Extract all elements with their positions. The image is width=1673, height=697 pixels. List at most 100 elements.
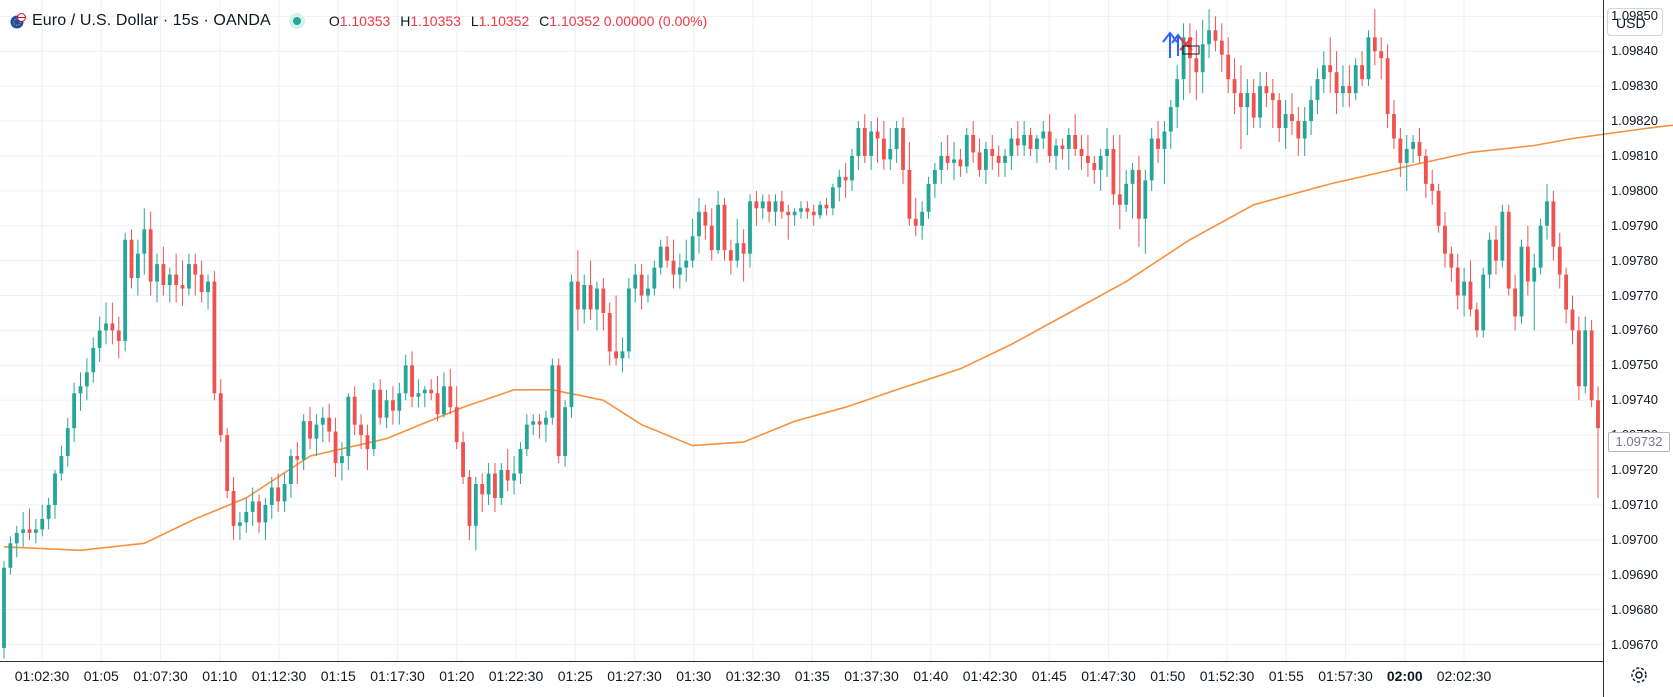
candle-body-down	[881, 138, 886, 160]
candle	[1245, 79, 1250, 135]
candle	[416, 379, 421, 408]
candle-body-up	[1462, 281, 1467, 296]
candle	[1181, 23, 1186, 101]
candle	[703, 204, 708, 240]
candle	[607, 302, 612, 366]
candle-body-up	[850, 155, 854, 181]
candle-body-down	[1570, 309, 1575, 331]
candle	[295, 442, 300, 484]
candle	[40, 504, 45, 537]
candle-body-up	[416, 393, 421, 397]
symbol-legend[interactable]: Euro / U.S. Dollar · 15s · OANDA O1.1035…	[10, 10, 707, 32]
price-tick-label: 1.09800	[1611, 182, 1658, 198]
gear-icon[interactable]	[1628, 664, 1650, 686]
candle	[422, 386, 427, 408]
candle-body-down	[1398, 138, 1403, 163]
candle-body-down	[454, 407, 459, 443]
candle-body-up	[1411, 141, 1416, 149]
candle	[990, 134, 995, 170]
candle	[480, 473, 485, 512]
candle-body-down	[1086, 155, 1090, 163]
candle-body-down	[537, 421, 542, 425]
candle	[850, 148, 854, 191]
candle	[1449, 246, 1454, 282]
candle	[167, 267, 172, 303]
candle	[569, 274, 574, 418]
candle	[748, 194, 752, 268]
candle-body-up	[1302, 121, 1307, 139]
candle-body-down	[588, 285, 593, 310]
candle-body-up	[1105, 148, 1109, 156]
candle-body-up	[282, 483, 287, 502]
candle	[314, 414, 319, 457]
candle-body-up	[442, 386, 446, 415]
candle	[155, 253, 159, 303]
candle-body-down	[614, 351, 619, 359]
candle-body-down	[1264, 86, 1269, 94]
order-box-icon[interactable]	[1182, 45, 1200, 55]
candle-body-up	[735, 243, 740, 261]
candle	[1111, 134, 1116, 205]
candle-body-down	[1513, 288, 1518, 317]
candle-body-up	[646, 288, 650, 296]
candle-body-down	[1557, 246, 1562, 275]
candle	[575, 250, 580, 331]
candle-body-up	[888, 148, 893, 160]
candle	[1047, 114, 1052, 163]
candle	[665, 236, 670, 268]
candle-body-up	[544, 417, 548, 425]
candle	[1551, 190, 1556, 261]
candle	[760, 194, 765, 219]
flag-eu-us-icon	[10, 13, 26, 29]
candle	[671, 239, 676, 289]
time-tick-label: 01:50	[1150, 668, 1186, 684]
candle-body-up	[59, 456, 64, 474]
trade-markers[interactable]	[1162, 31, 1200, 58]
candle	[429, 379, 434, 401]
candle-body-up	[760, 201, 765, 209]
candle-body-up	[320, 417, 325, 425]
candle	[697, 197, 701, 254]
candle	[1162, 121, 1167, 184]
candle	[505, 449, 510, 491]
candle-body-down	[174, 274, 179, 286]
candle	[186, 253, 191, 296]
candle	[231, 477, 236, 540]
candle-body-down	[1156, 138, 1160, 149]
cross-marker-icon[interactable]	[1179, 37, 1193, 51]
candle	[1321, 51, 1326, 94]
candle-body-up	[1245, 93, 1250, 108]
currency-button[interactable]: USD	[1607, 8, 1663, 36]
candle-body-down	[875, 131, 880, 139]
candle	[97, 316, 102, 362]
market-open-dot-icon[interactable]	[288, 13, 305, 29]
candle-body-down	[601, 288, 606, 313]
candle-body-up	[91, 347, 96, 373]
time-tick-label: 01:25	[557, 668, 593, 684]
candle-body-down	[365, 435, 370, 450]
candle-body-up	[524, 424, 529, 450]
candle-body-up	[263, 504, 268, 523]
candle	[996, 145, 1001, 177]
candle	[888, 128, 893, 170]
arrow-up-icon[interactable]	[1162, 31, 1178, 58]
candle-body-up	[748, 201, 752, 254]
candle	[811, 204, 816, 226]
candle	[1207, 9, 1211, 59]
candle-body-up	[964, 134, 969, 167]
candle	[741, 229, 746, 282]
low-value: 1.10352	[478, 13, 530, 29]
candle	[913, 197, 918, 237]
candle-body-up	[952, 159, 956, 163]
candle-body-down	[779, 201, 784, 212]
symbol-title[interactable]: Euro / U.S. Dollar · 15s · OANDA	[32, 12, 271, 29]
candle-body-down	[1219, 40, 1224, 55]
time-tick-label: 01:10	[202, 668, 238, 684]
time-tick-label: 02:02:30	[1436, 668, 1492, 684]
price-tick-label: 1.09810	[1611, 147, 1658, 163]
candle-body-down	[1117, 194, 1122, 205]
time-tick-label: 01:37:30	[844, 668, 899, 684]
time-tick-label: 01:42:30	[962, 668, 1018, 684]
candle	[1060, 138, 1065, 160]
